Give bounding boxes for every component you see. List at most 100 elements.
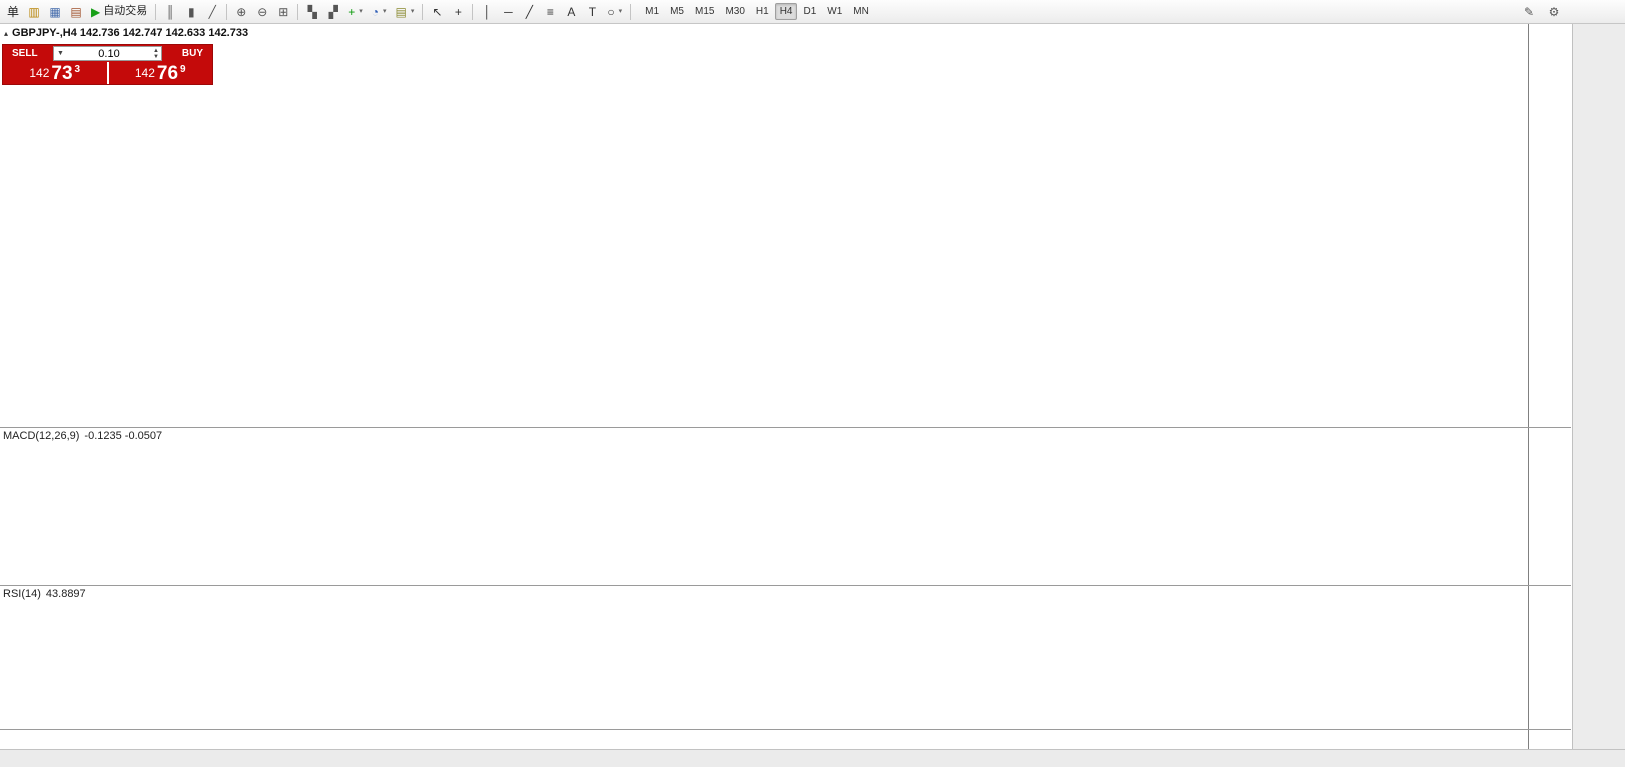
timeframe-d1[interactable]: D1 [798, 3, 821, 20]
timeframe-toolbar: M1 M5 M15 M30 H1 H4 D1 W1 MN [640, 3, 874, 20]
bars-mode-icon: ║ [165, 4, 175, 19]
shapes-tool-dropdown-icon: ▾ [618, 8, 623, 15]
line-mode-icon: ╱ [208, 4, 216, 19]
zoom-in-icon: ⊕ [236, 4, 247, 19]
horizontal-line-tool-icon: ─ [504, 4, 513, 19]
text-tool-button[interactable]: A [561, 2, 581, 22]
timeframe-m15[interactable]: M15 [690, 3, 719, 20]
rsi-label: RSI(14) 43.8897 [3, 588, 86, 600]
line-mode-button[interactable]: ╱ [202, 2, 222, 22]
period-selector-button[interactable]: ◔ ▾ [368, 2, 391, 22]
timeframe-m5[interactable]: M5 [665, 3, 689, 20]
main-chart-svg[interactable] [0, 24, 1528, 427]
new-order-icon: 单 [7, 4, 20, 19]
candles-mode-button[interactable]: ▮ [181, 2, 201, 22]
tile-horizontally-button[interactable]: ▚ [302, 2, 322, 22]
add-indicator-dropdown-icon: ▾ [359, 8, 363, 15]
panel-splitter[interactable] [0, 585, 1571, 586]
shapes-tool-icon: ○ [607, 4, 615, 19]
panel-splitter[interactable] [0, 427, 1571, 428]
toolbar-separator [297, 3, 299, 20]
templates-dropdown-icon: ▾ [410, 8, 415, 15]
symbol-info: ▴ GBPJPY-,H4 142.736 142.747 142.633 142… [4, 27, 248, 39]
label-tool-button[interactable]: T [582, 2, 602, 22]
volume-input[interactable] [66, 47, 152, 60]
trendline-tool-icon: ╱ [525, 4, 534, 19]
trendline-tool-button[interactable]: ╱ [519, 2, 539, 22]
price-axis[interactable] [1528, 24, 1572, 749]
arrange-windows-button[interactable]: ⊞ [273, 2, 293, 22]
autotrading-icon: ▶ [91, 4, 101, 19]
timeframe-m30[interactable]: M30 [720, 3, 749, 20]
zoom-out-icon: ⊖ [257, 4, 268, 19]
add-indicator-button[interactable]: + ▾ [344, 2, 367, 22]
toolbar-separator [226, 3, 228, 20]
toolbar: 单 ▥ ▦ ▤ ▶ 自动交易 ║ ▮ ╱ ⊕ ⊖ ⊞ ▚ ▞ + ▾ ◔ ▾ ▤ ▾ ↖ + │ ─ ╱ ≡ A T ○ ▾ M1 M5 M1… [0, 0, 1625, 24]
one-click-trading-panel: SELL ▼ ▲▼ BUY 142 73 3 142 76 9 [3, 45, 212, 84]
autotrading-label: 自动交易 [103, 5, 148, 17]
timeframe-h4[interactable]: H4 [774, 3, 798, 20]
zoom-in-button[interactable]: ⊕ [231, 2, 251, 22]
tile-horizontally-icon: ▚ [307, 4, 317, 19]
templates-icon: ▤ [395, 4, 407, 19]
toolbar-separator [155, 3, 157, 20]
buy-button[interactable]: 142 76 9 [106, 62, 213, 84]
cursor-tool-button[interactable]: ↖ [427, 2, 447, 22]
templates-button[interactable]: ▤ ▾ [392, 2, 419, 22]
panel-splitter[interactable] [0, 729, 1571, 730]
timeframe-h1[interactable]: H1 [751, 3, 774, 20]
market-watch-icon: ▤ [70, 4, 82, 19]
autotrading-button[interactable]: ▶ 自动交易 [87, 2, 151, 22]
chart-settings-button[interactable]: ⚙ [1544, 2, 1564, 22]
zoom-out-button[interactable]: ⊖ [252, 2, 272, 22]
right-panel-strip [1572, 24, 1625, 767]
crosshair-tool-button[interactable]: + [448, 2, 468, 22]
edit-chart-button[interactable]: ✎ [1519, 2, 1539, 22]
fibonacci-tool-icon: ≡ [546, 4, 554, 19]
edit-chart-icon: ✎ [1523, 4, 1535, 19]
crosshair-tool-icon: + [454, 4, 462, 19]
rsi-panel[interactable] [0, 585, 1528, 729]
time-axis[interactable] [0, 729, 1571, 749]
buy-label: BUY [181, 48, 203, 59]
toolbar-right-icons: ✎ ⚙ [1519, 2, 1622, 22]
toolbar-separator [422, 3, 424, 20]
timeframe-m1[interactable]: M1 [640, 3, 664, 20]
macd-panel[interactable] [0, 427, 1528, 585]
volume-spinner[interactable]: ▲ ▼ [153, 47, 159, 60]
label-tool-icon: T [588, 4, 597, 19]
volume-dropdown-arrow-icon[interactable]: ▼ [57, 50, 64, 57]
tile-vertically-icon: ▞ [328, 4, 338, 19]
timeframe-mn[interactable]: MN [848, 3, 874, 20]
shapes-tool-button[interactable]: ○ ▾ [603, 2, 626, 22]
sell-label: SELL [12, 48, 38, 59]
chart-settings-icon: ⚙ [1548, 4, 1560, 19]
period-selector-dropdown-icon: ▾ [383, 8, 387, 15]
market-watch-button[interactable]: ▤ [66, 2, 86, 22]
add-indicator-icon: + [348, 4, 356, 19]
cursor-tool-icon: ↖ [432, 4, 443, 19]
chart-window-button[interactable]: ▥ [24, 2, 44, 22]
profiles-button[interactable]: ▦ [45, 2, 65, 22]
chart-window-icon: ▥ [28, 4, 40, 19]
text-tool-icon: A [567, 4, 576, 19]
vertical-line-tool-button[interactable]: │ [477, 2, 497, 22]
horizontal-line-tool-button[interactable]: ─ [498, 2, 518, 22]
vertical-line-tool-icon: │ [483, 4, 492, 19]
candles-mode-icon: ▮ [187, 4, 195, 19]
period-selector-icon: ◔ [371, 4, 380, 19]
volume-control: ▼ ▲▼ [53, 46, 162, 61]
window-bottom-strip [0, 749, 1625, 767]
fibonacci-tool-button[interactable]: ≡ [540, 2, 560, 22]
timeframe-w1[interactable]: W1 [822, 3, 847, 20]
profiles-icon: ▦ [49, 4, 61, 19]
new-order-button[interactable]: 单 [3, 2, 23, 22]
sell-button[interactable]: 142 73 3 [29, 62, 81, 84]
bars-mode-button[interactable]: ║ [160, 2, 180, 22]
macd-label: MACD(12,26,9) -0.1235 -0.0507 [3, 430, 163, 442]
arrange-windows-icon: ⊞ [278, 4, 289, 19]
tile-vertically-button[interactable]: ▞ [323, 2, 343, 22]
chart-area: ▴ GBPJPY-,H4 142.736 142.747 142.633 142… [0, 24, 1625, 767]
chart-symbol-icon: ▴ [4, 28, 9, 38]
